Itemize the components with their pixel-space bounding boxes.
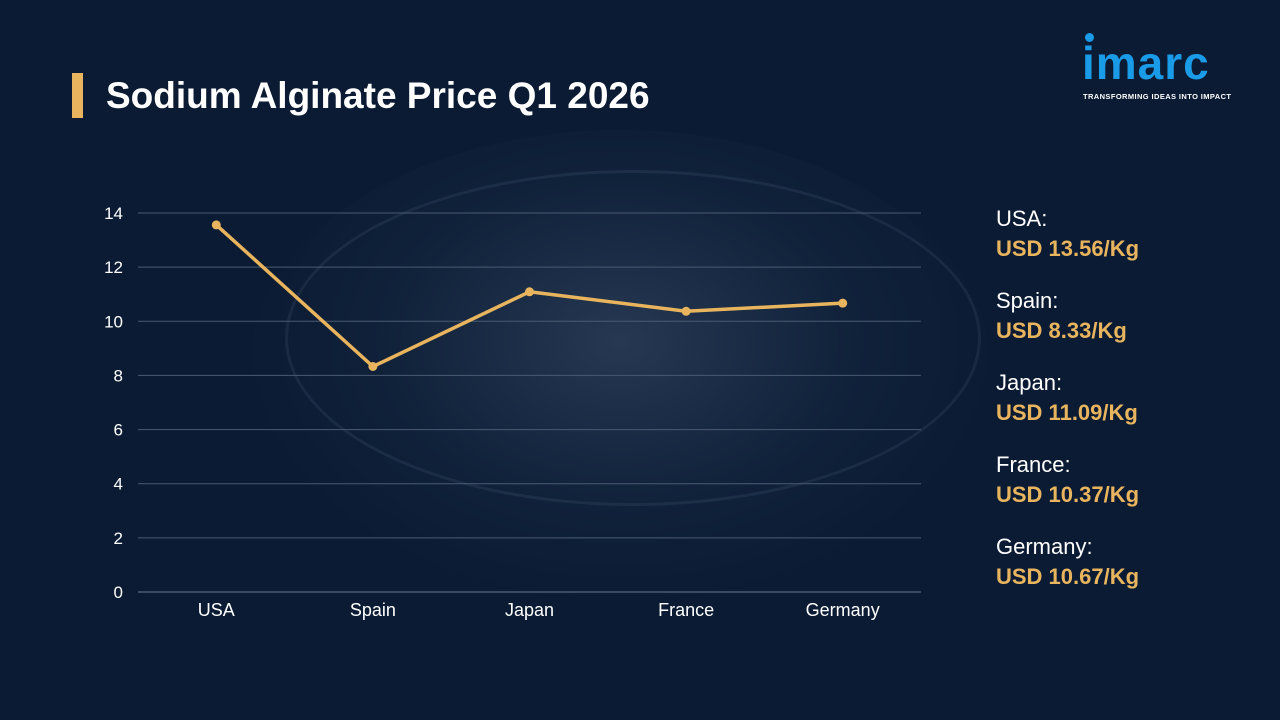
price-entry-usa: USA: USD 13.56/Kg bbox=[996, 205, 1266, 265]
data-point bbox=[368, 361, 378, 371]
y-tick-label: 6 bbox=[114, 421, 123, 440]
price-panel: USA: USD 13.56/Kg Spain: USD 8.33/Kg Jap… bbox=[996, 205, 1266, 615]
logo-tagline: TRANSFORMING IDEAS INTO IMPACT bbox=[1083, 92, 1232, 101]
x-axis-ticks: USA Spain Japan France Germany bbox=[198, 600, 880, 620]
price-value: USD 13.56/Kg bbox=[996, 236, 1140, 261]
page-title: Sodium Alginate Price Q1 2026 bbox=[106, 75, 650, 116]
x-tick-label: France bbox=[658, 600, 714, 620]
price-entry-spain: Spain: USD 8.33/Kg bbox=[996, 287, 1266, 347]
imarc-logo: imarc TRANSFORMING IDEAS INTO IMPACT bbox=[1080, 30, 1250, 105]
logo-wordmark: imarc bbox=[1082, 37, 1210, 89]
y-tick-label: 12 bbox=[104, 258, 123, 277]
data-point bbox=[525, 287, 534, 297]
country-label: Japan: bbox=[996, 370, 1063, 395]
price-value: USD 8.33/Kg bbox=[996, 318, 1127, 343]
price-line-chart: 0 2 4 6 8 10 12 14 USA Spain Japan France Germany bbox=[104, 204, 921, 620]
y-tick-label: 0 bbox=[114, 583, 123, 602]
price-value: USD 11.09/Kg bbox=[996, 400, 1138, 425]
country-label: USA: bbox=[996, 206, 1048, 231]
x-tick-label: USA bbox=[198, 600, 235, 620]
grid-lines bbox=[138, 212, 921, 593]
x-tick-label: Japan bbox=[505, 600, 554, 620]
data-point bbox=[838, 298, 848, 308]
background-dish bbox=[285, 170, 981, 506]
y-tick-label: 8 bbox=[114, 366, 123, 385]
y-tick-label: 10 bbox=[104, 312, 123, 331]
price-value: USD 10.67/Kg bbox=[996, 564, 1140, 589]
country-label: France: bbox=[996, 452, 1071, 477]
price-entry-japan: Japan: USD 11.09/Kg bbox=[996, 369, 1266, 429]
y-tick-label: 2 bbox=[114, 529, 123, 548]
series-price bbox=[211, 220, 848, 371]
title-accent-bar bbox=[72, 73, 83, 118]
x-tick-label: Spain bbox=[350, 600, 396, 620]
y-tick-label: 14 bbox=[104, 204, 123, 223]
logo-dot bbox=[1085, 33, 1094, 42]
price-entry-germany: Germany: USD 10.67/Kg bbox=[996, 533, 1266, 593]
price-value: USD 10.37/Kg bbox=[996, 482, 1140, 507]
x-tick-label: Germany bbox=[806, 600, 880, 620]
data-point bbox=[681, 306, 691, 316]
country-label: Germany: bbox=[996, 534, 1093, 559]
y-axis-ticks: 0 2 4 6 8 10 12 14 bbox=[104, 204, 123, 602]
price-entry-france: France: USD 10.37/Kg bbox=[996, 451, 1266, 511]
data-point bbox=[211, 220, 221, 230]
y-tick-label: 4 bbox=[114, 475, 123, 494]
country-label: Spain: bbox=[996, 288, 1059, 313]
